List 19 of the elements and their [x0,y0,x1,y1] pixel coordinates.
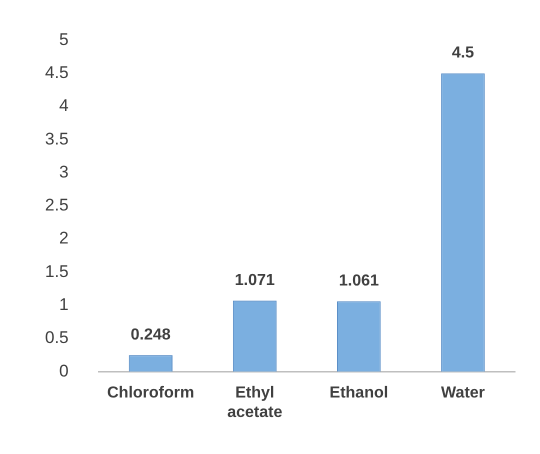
y-tick-label: 1.5 [44,262,69,281]
y-tick-label: 2.5 [44,196,69,215]
x-tick-label: Water [441,384,485,402]
x-tick-label: Ethanol [330,384,388,402]
y-tick-label: 0 [59,361,69,380]
y-tick-label: 5 [59,30,69,49]
y-tick-label: 4.5 [44,63,69,82]
data-label: 1.071 [234,272,275,290]
x-tick-label: Chloroform [107,384,194,402]
y-tick-label: 3.5 [44,129,69,148]
y-tick-label: 1 [59,295,69,314]
y-tick-label: 0.5 [44,328,69,348]
y-tick-label: 2 [59,228,69,248]
data-label: 1.061 [338,272,379,290]
x-tick-label: Ethyl acetate [227,384,282,421]
y-tick-label: 3 [59,162,69,182]
data-label: 4.5 [452,44,474,62]
y-tick-label: 4 [59,96,69,116]
data-label: 0.248 [130,326,171,344]
